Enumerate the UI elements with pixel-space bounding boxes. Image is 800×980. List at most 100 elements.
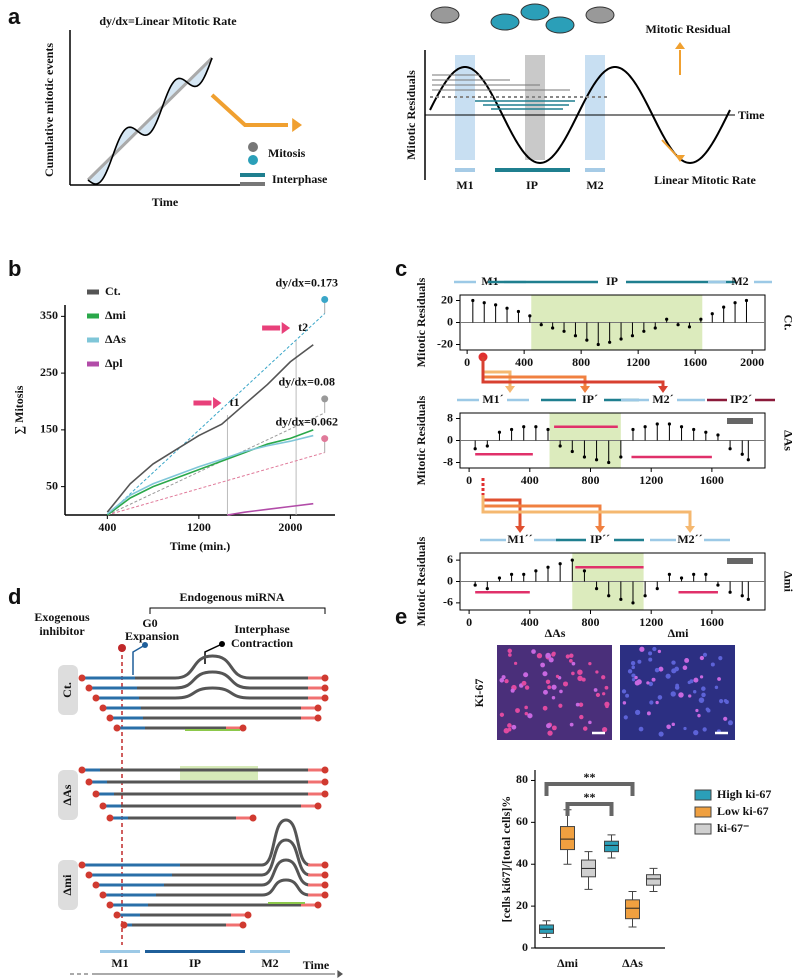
- nucleus: [657, 649, 662, 654]
- x-tick-label: 400: [521, 473, 539, 487]
- stem-head: [643, 425, 647, 429]
- connector: [481, 495, 692, 526]
- stem-head: [653, 326, 657, 330]
- nucleus: [666, 724, 671, 730]
- fit-end: [321, 395, 329, 403]
- stem-head: [631, 601, 635, 605]
- nucleus: [524, 685, 530, 690]
- start-dot: [78, 674, 86, 682]
- stem-head: [546, 565, 550, 569]
- arrow-head: [292, 118, 302, 132]
- start-dot: [78, 861, 86, 869]
- nucleus: [545, 679, 551, 685]
- annotation: Exogenous: [34, 610, 90, 624]
- stem-head: [558, 444, 562, 448]
- stem-head: [699, 317, 703, 321]
- nucleus: [727, 720, 733, 726]
- box: [646, 874, 661, 886]
- nucleus: [578, 702, 584, 707]
- stem-head: [582, 569, 587, 573]
- nucleus: [648, 651, 653, 656]
- nucleus: [625, 693, 630, 698]
- image-label: Δmi: [668, 626, 690, 640]
- panel-label: c: [395, 256, 407, 281]
- stem-head: [642, 329, 646, 333]
- nucleus: [545, 652, 551, 659]
- y-tick-label: 0: [447, 573, 453, 587]
- cell-lineage: [89, 838, 322, 877]
- stem-head: [710, 312, 714, 316]
- bracket: [149, 607, 326, 614]
- nucleus: [582, 726, 588, 731]
- nucleus: [657, 695, 663, 700]
- nucleus: [652, 646, 657, 652]
- stem-head: [676, 323, 680, 327]
- box: [604, 840, 619, 853]
- wave: [87, 57, 213, 185]
- nucleus: [579, 714, 584, 720]
- cell: [585, 6, 615, 24]
- legend-swatch: [694, 823, 712, 835]
- side-label: Ct.: [781, 315, 795, 331]
- nucleus: [514, 661, 518, 665]
- y-tick-label: -8: [443, 454, 453, 468]
- annotation: Contraction: [231, 636, 293, 650]
- stem-head: [528, 314, 532, 318]
- stem-head: [546, 427, 550, 432]
- stem-head: [473, 447, 477, 451]
- legend-label: ΔAs: [105, 332, 126, 346]
- nucleus: [671, 668, 677, 674]
- nucleus: [521, 680, 527, 686]
- significance-bracket: [544, 782, 635, 796]
- stem-head: [585, 338, 589, 342]
- nucleus: [558, 703, 563, 708]
- legend-dot: [248, 142, 258, 152]
- y-axis-label: ∑ Mitosis: [12, 385, 26, 434]
- nucleus: [551, 696, 556, 700]
- nucleus: [546, 723, 551, 729]
- whisker: [584, 851, 593, 861]
- nucleus: [551, 652, 556, 657]
- whisker: [542, 920, 551, 925]
- nucleus: [565, 654, 570, 659]
- stem-head: [485, 587, 489, 591]
- nucleus: [702, 727, 707, 732]
- nucleus: [648, 657, 653, 662]
- phase-label: M1´´: [507, 532, 532, 546]
- series-line: [106, 429, 314, 516]
- stem-head: [728, 447, 732, 451]
- stem-head: [619, 455, 623, 459]
- x-tick-label: 1200: [187, 520, 211, 534]
- nucleus: [507, 723, 512, 728]
- stem-head: [505, 306, 509, 310]
- box: [560, 826, 575, 851]
- nucleus: [631, 665, 635, 670]
- start-dot: [113, 724, 121, 732]
- nucleus: [563, 681, 569, 687]
- nucleus: [717, 677, 721, 681]
- x-tick-label: 1600: [700, 615, 724, 629]
- legend-swatch: [694, 789, 712, 801]
- y-tick-label: 0: [447, 432, 453, 446]
- nucleus: [671, 660, 676, 665]
- nucleus: [701, 686, 706, 691]
- annotation: dy/dx=0.08: [278, 375, 335, 389]
- group-box: [58, 860, 78, 910]
- nucleus: [604, 685, 609, 690]
- whisker: [563, 849, 572, 865]
- nucleus: [631, 673, 636, 678]
- stem-head: [630, 334, 635, 338]
- significance-label: **: [584, 790, 596, 804]
- nucleus: [693, 677, 699, 683]
- stem-head: [596, 342, 600, 347]
- nucleus: [595, 670, 599, 674]
- y-tick-label: 0: [522, 940, 528, 954]
- whisker: [607, 834, 616, 842]
- x-tick-label: 1600: [700, 473, 724, 487]
- cell: [545, 16, 575, 34]
- micrograph: [620, 645, 735, 740]
- interphase-band: [180, 766, 258, 780]
- nucleus: [588, 720, 592, 725]
- nucleus: [605, 704, 609, 709]
- stem-head: [562, 329, 566, 333]
